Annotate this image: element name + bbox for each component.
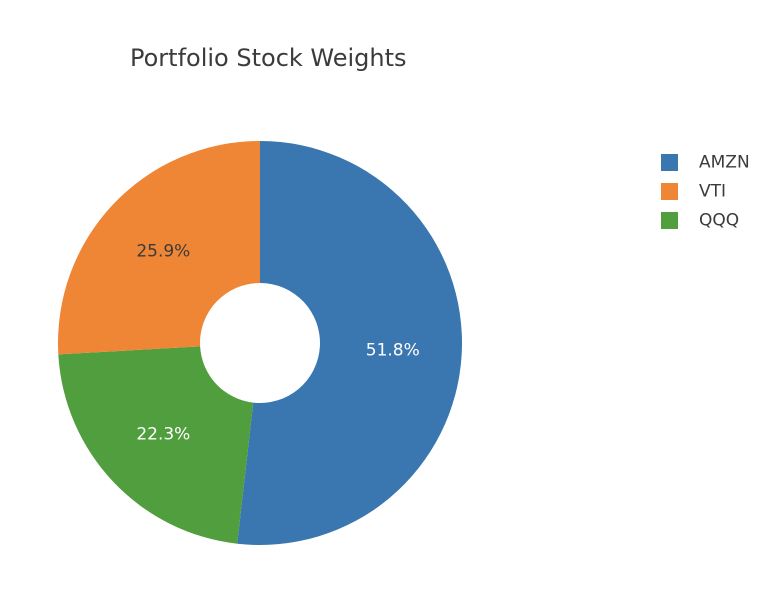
legend: AMZN VTI QQQ bbox=[661, 153, 750, 231]
legend-item-vti[interactable]: VTI bbox=[661, 182, 726, 202]
legend-label-amzn: AMZN bbox=[699, 153, 750, 173]
legend-label-vti: VTI bbox=[699, 182, 726, 202]
legend-item-qqq[interactable]: QQQ bbox=[661, 211, 739, 231]
slice-label-amzn: 51.8% bbox=[366, 341, 420, 361]
slice-qqq[interactable] bbox=[58, 346, 254, 544]
slice-amzn[interactable] bbox=[237, 141, 462, 545]
chart-title: Portfolio Stock Weights bbox=[130, 44, 407, 72]
legend-swatch-qqq bbox=[661, 212, 678, 229]
legend-swatch-vti bbox=[661, 183, 678, 200]
legend-label-qqq: QQQ bbox=[699, 211, 739, 231]
slice-label-qqq: 22.3% bbox=[136, 424, 190, 444]
slice-label-vti: 25.9% bbox=[136, 242, 190, 262]
legend-swatch-amzn bbox=[661, 154, 678, 171]
slice-vti[interactable] bbox=[58, 141, 260, 355]
slice-labels: 51.8% 22.3% 25.9% bbox=[136, 242, 419, 445]
pie-slices bbox=[58, 141, 462, 545]
legend-item-amzn[interactable]: AMZN bbox=[661, 153, 750, 173]
